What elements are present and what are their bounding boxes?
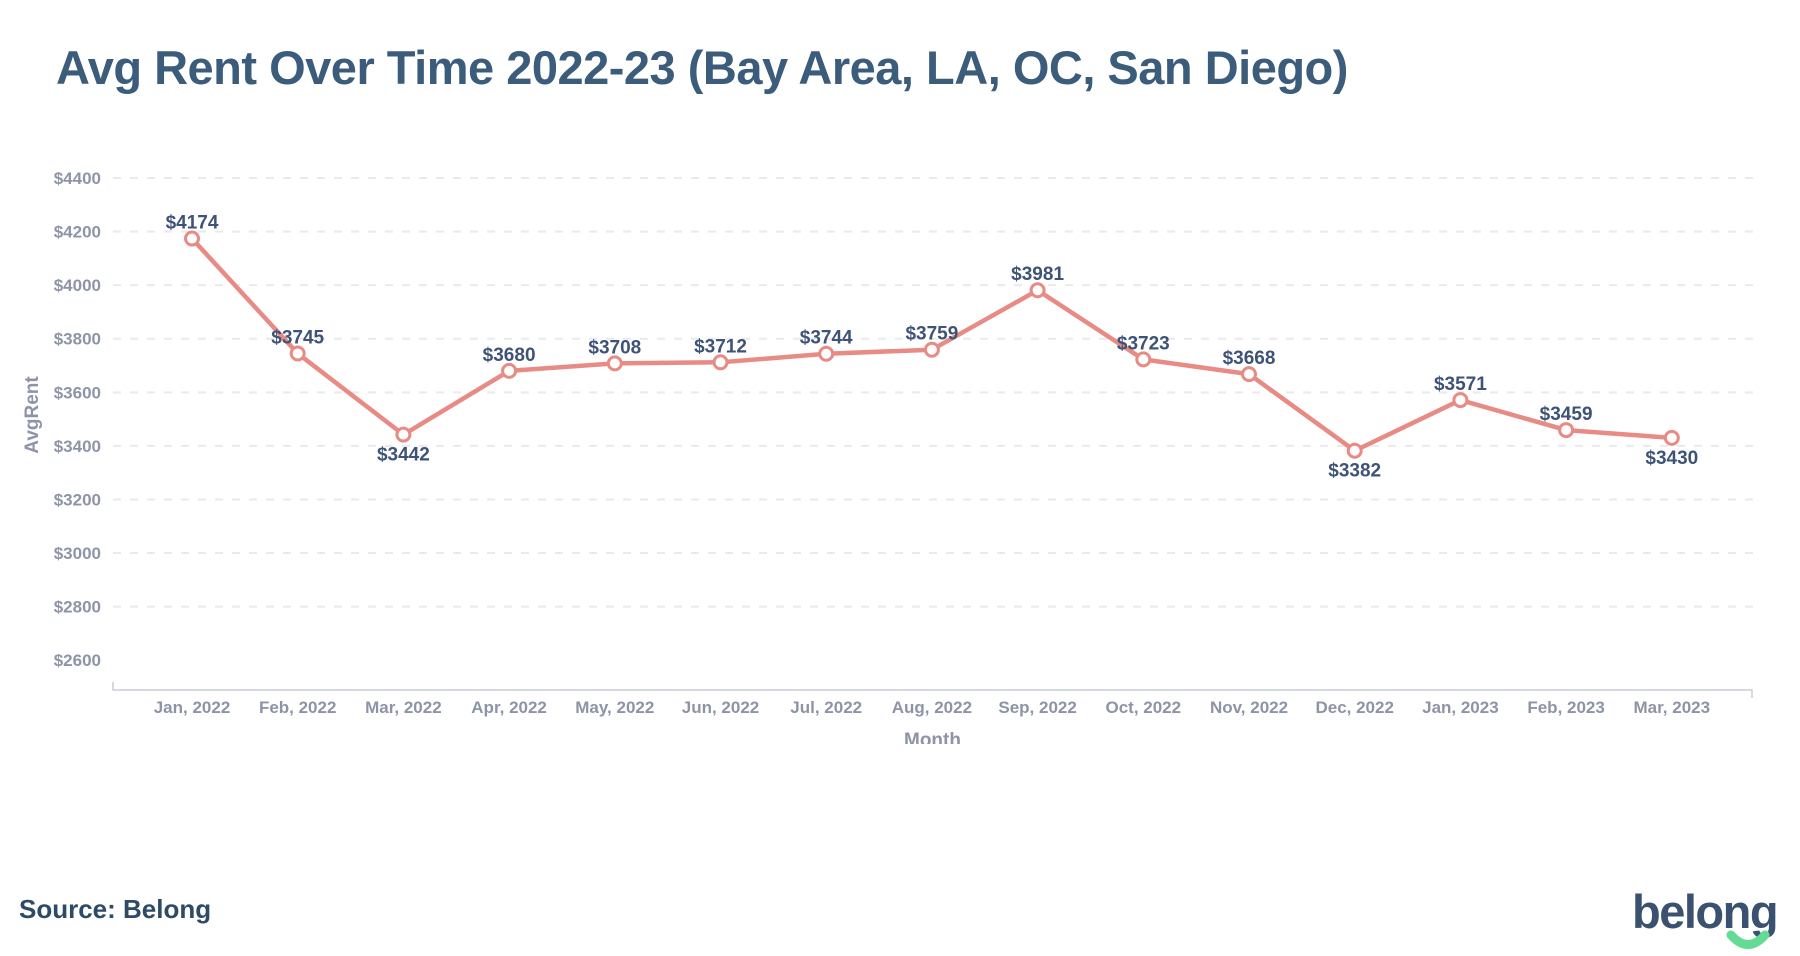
y-tick-label: $3400 [54,437,101,456]
y-tick-label: $3000 [54,544,101,563]
source-credit: Source: Belong [19,894,212,924]
x-tick-label: Nov, 2022 [1210,698,1288,717]
data-point-marker [1663,429,1680,446]
x-tick-label: Feb, 2023 [1527,698,1605,717]
data-point-label: $3430 [1645,448,1698,469]
x-tick-label: Mar, 2023 [1634,698,1711,717]
y-tick-label: $2600 [54,651,101,670]
data-point-marker [818,345,835,362]
y-tick-label: $4400 [54,169,101,188]
data-point-marker [1029,282,1046,299]
x-tick-label: Apr, 2022 [471,698,547,717]
x-tick-label: Sep, 2022 [998,698,1076,717]
y-tick-label: $3600 [54,383,101,402]
x-tick-label: Feb, 2022 [259,698,337,717]
data-point-marker [712,354,729,371]
y-tick-label: $3800 [54,330,101,349]
x-tick-label: Jan, 2022 [154,698,231,717]
data-point-label: $3459 [1540,404,1593,425]
data-point-marker [923,341,940,358]
y-axis-title: AvgRent [22,376,43,454]
data-point-label: $4174 [166,213,219,234]
y-tick-label: $4200 [54,223,101,242]
y-tick-label: $2800 [54,598,101,617]
data-point-marker [1135,351,1152,368]
data-point-label: $3442 [377,445,430,466]
data-point-marker [289,345,306,362]
x-axis-title: Month [904,730,961,744]
data-point-marker [606,355,623,372]
data-point-label: $3723 [1117,333,1170,354]
x-tick-label: Jan, 2023 [1422,698,1499,717]
data-point-label: $3382 [1328,461,1381,482]
x-tick-label: Aug, 2022 [892,698,972,717]
data-point-marker [1346,442,1363,459]
data-point-marker [501,362,518,379]
y-tick-label: $3200 [54,490,101,509]
belong-logo: belong [1632,888,1792,954]
x-tick-label: Mar, 2022 [365,698,442,717]
data-point-marker [395,426,412,443]
x-tick-label: Oct, 2022 [1105,698,1181,717]
x-tick-label: Dec, 2022 [1315,698,1393,717]
data-point-label: $3668 [1223,348,1276,369]
x-axis-line [112,682,1753,698]
data-point-marker [1558,422,1575,439]
data-point-marker [1452,392,1469,409]
data-point-label: $3744 [800,328,853,349]
rent-line-chart: $4400 $4200 $4000 $3800 $3600 $3400 $3200 $3000… [22,169,1755,744]
data-point-label: $3571 [1434,374,1487,395]
x-tick-label: Jun, 2022 [682,698,760,717]
data-point-marker [1241,366,1257,383]
data-point-marker [184,230,200,247]
y-tick-label: $4000 [54,276,101,295]
chart-title: Avg Rent Over Time 2022-23 (Bay Area, LA… [56,41,1348,94]
belong-logo-text: belong [1632,885,1779,938]
x-tick-label: Jul, 2022 [790,698,862,717]
belong-logo-smile-icon [1726,930,1770,949]
data-point-label: $3712 [694,336,747,357]
data-point-label: $3745 [271,327,324,348]
data-point-label: $3680 [483,345,536,366]
data-point-label: $3759 [905,324,958,345]
data-point-label: $3708 [588,337,641,358]
x-tick-label: May, 2022 [575,698,654,717]
data-point-label: $3981 [1011,264,1064,285]
